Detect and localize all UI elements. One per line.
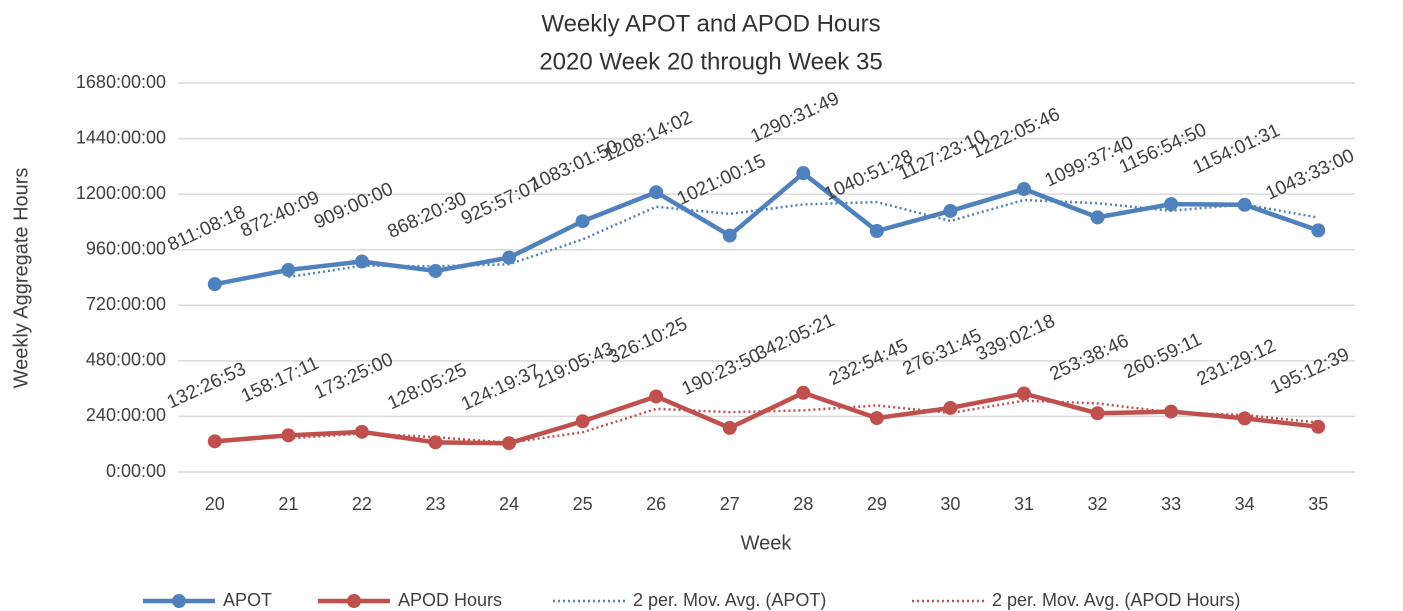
data-point	[281, 428, 296, 443]
data-point	[943, 203, 958, 218]
data-point	[354, 254, 369, 269]
data-label: 260:59:11	[1121, 329, 1205, 383]
data-point	[207, 434, 222, 449]
trend-line	[288, 399, 1319, 445]
x-tick-label: 28	[793, 494, 813, 514]
y-tick-label: 720:00:00	[86, 294, 166, 314]
x-tick-label: 21	[278, 494, 298, 514]
data-point	[207, 277, 222, 292]
data-point	[575, 414, 590, 429]
legend-label: 2 per. Mov. Avg. (APOT)	[633, 590, 826, 610]
x-tick-label: 23	[425, 494, 445, 514]
data-point	[722, 420, 737, 435]
data-label: 195:12:39	[1267, 344, 1352, 399]
legend-label: APOT	[223, 590, 272, 610]
data-point	[281, 262, 296, 277]
x-tick-label: 24	[499, 494, 519, 514]
x-tick-label: 35	[1308, 494, 1328, 514]
x-tick-label: 34	[1235, 494, 1255, 514]
data-label: 1021:00:15	[674, 151, 769, 210]
y-tick-label: 1200:00:00	[76, 183, 166, 203]
series-line	[214, 390, 1319, 446]
data-point	[649, 389, 664, 404]
data-label: 231:29:12	[1194, 336, 1279, 391]
data-label: 811:08:18	[164, 202, 248, 256]
y-tick-label: 1680:00:00	[76, 72, 166, 92]
y-tick-label: 240:00:00	[86, 405, 166, 425]
data-point	[428, 435, 443, 450]
data-label: 219:05:43	[532, 338, 617, 393]
data-point	[428, 263, 443, 278]
data-point	[869, 411, 884, 426]
data-label: 128:05:25	[385, 360, 470, 415]
chart-title: Weekly APOT and APOD Hours	[541, 10, 880, 37]
data-label: 1043:33:00	[1262, 145, 1357, 204]
data-label: 190:23:50	[679, 345, 764, 400]
data-point	[1311, 419, 1326, 434]
x-tick-label: 29	[867, 494, 887, 514]
data-point	[1016, 182, 1031, 197]
data-point	[1237, 411, 1252, 426]
legend-label: 2 per. Mov. Avg. (APOD Hours)	[992, 590, 1240, 610]
data-point	[796, 166, 811, 181]
data-label: 232:54:45	[826, 335, 911, 390]
data-label: 342:05:21	[752, 310, 837, 365]
data-label: 276:31:45	[899, 325, 984, 380]
data-point	[943, 400, 958, 415]
x-tick-label: 32	[1088, 494, 1108, 514]
data-point	[1090, 406, 1105, 421]
data-point	[1164, 197, 1179, 212]
data-label: 132:26:53	[164, 359, 249, 414]
chart-subtitle: 2020 Week 20 through Week 35	[539, 48, 882, 75]
data-label: 1208:14:02	[600, 107, 695, 166]
data-point	[1090, 210, 1105, 225]
data-point	[796, 385, 811, 400]
data-label: 124:19:37	[458, 360, 543, 415]
y-axis-label: Weekly Aggregate Hours	[10, 168, 32, 389]
data-point	[1311, 223, 1326, 238]
data-label: 339:02:18	[973, 311, 1058, 366]
x-axis-label: Week	[741, 532, 793, 554]
x-tick-label: 33	[1161, 494, 1181, 514]
data-point	[575, 214, 590, 229]
legend-marker	[347, 594, 361, 608]
x-tick-label: 20	[205, 494, 225, 514]
y-tick-label: 960:00:00	[86, 238, 166, 258]
y-tick-label: 0:00:00	[106, 461, 166, 481]
data-point	[1016, 386, 1031, 401]
legend-marker	[172, 594, 186, 608]
y-tick-label: 1440:00:00	[76, 127, 166, 147]
x-tick-label: 26	[646, 494, 666, 514]
data-point	[869, 223, 884, 238]
data-point	[1164, 404, 1179, 419]
y-tick-label: 480:00:00	[86, 350, 166, 370]
legend-label: APOD Hours	[398, 590, 502, 610]
x-tick-label: 25	[573, 494, 593, 514]
data-label: 868:20:30	[385, 188, 470, 243]
data-point	[722, 228, 737, 243]
data-point	[649, 185, 664, 200]
x-tick-label: 27	[720, 494, 740, 514]
data-label: 909:00:00	[311, 179, 396, 234]
x-tick-label: 31	[1014, 494, 1034, 514]
x-tick-label: 22	[352, 494, 372, 514]
x-tick-label: 30	[940, 494, 960, 514]
data-point	[502, 250, 517, 265]
trend-line	[288, 198, 1319, 279]
data-point	[354, 424, 369, 439]
data-label: 253:38:46	[1047, 330, 1132, 385]
